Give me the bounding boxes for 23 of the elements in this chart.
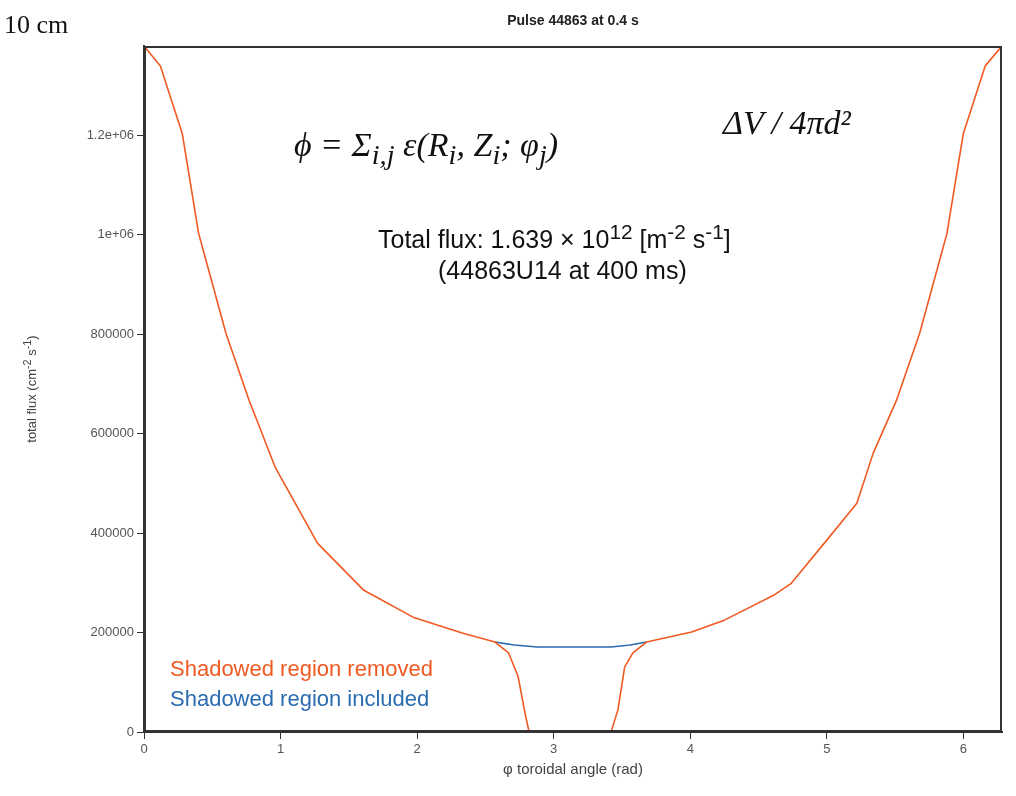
y-tick-label: 200000 xyxy=(90,624,134,640)
annotation: Total flux: 1.639 × 10$^{12}$ [m$^{-2}$ s$^{-1}$] xyxy=(378,220,731,255)
y-tick-label: 1.2e+06 xyxy=(86,127,134,143)
x-axis-title: φ toroidal angle (rad) xyxy=(503,760,643,777)
x-tick-label: 6 xyxy=(959,741,967,757)
y-tick-label: 0 xyxy=(126,723,134,739)
series-label: Shadowed region removed xyxy=(170,656,433,681)
y-tick-label: 1e+06 xyxy=(97,226,134,242)
x-tick-label: 3 xyxy=(550,741,558,757)
x-tick-label: 2 xyxy=(413,741,421,757)
text: 10 cm xyxy=(4,10,69,40)
x-tick-label: 4 xyxy=(686,741,694,757)
chart-title: Pulse 44863 at 0.4 s xyxy=(506,12,640,28)
x-tick-label: 1 xyxy=(276,741,285,757)
x-tick-label: 0 xyxy=(140,741,148,757)
x-tick-label: 5 xyxy=(823,741,831,757)
annotation: ΔV / 4πd² xyxy=(723,104,851,142)
text: Shadowed region included xyxy=(170,686,430,711)
y-tick-label: 800000 xyxy=(90,325,134,341)
y-tick-label: 600000 xyxy=(90,425,134,441)
y-tick-label: 400000 xyxy=(90,524,134,540)
annotation: (44863U14 at 400 ms) xyxy=(438,256,687,285)
text: ϕ = Σ$_{i,j}$ ε(R$_{i}$, Z$_{i}$; φ$_{j}$) xyxy=(294,126,559,170)
